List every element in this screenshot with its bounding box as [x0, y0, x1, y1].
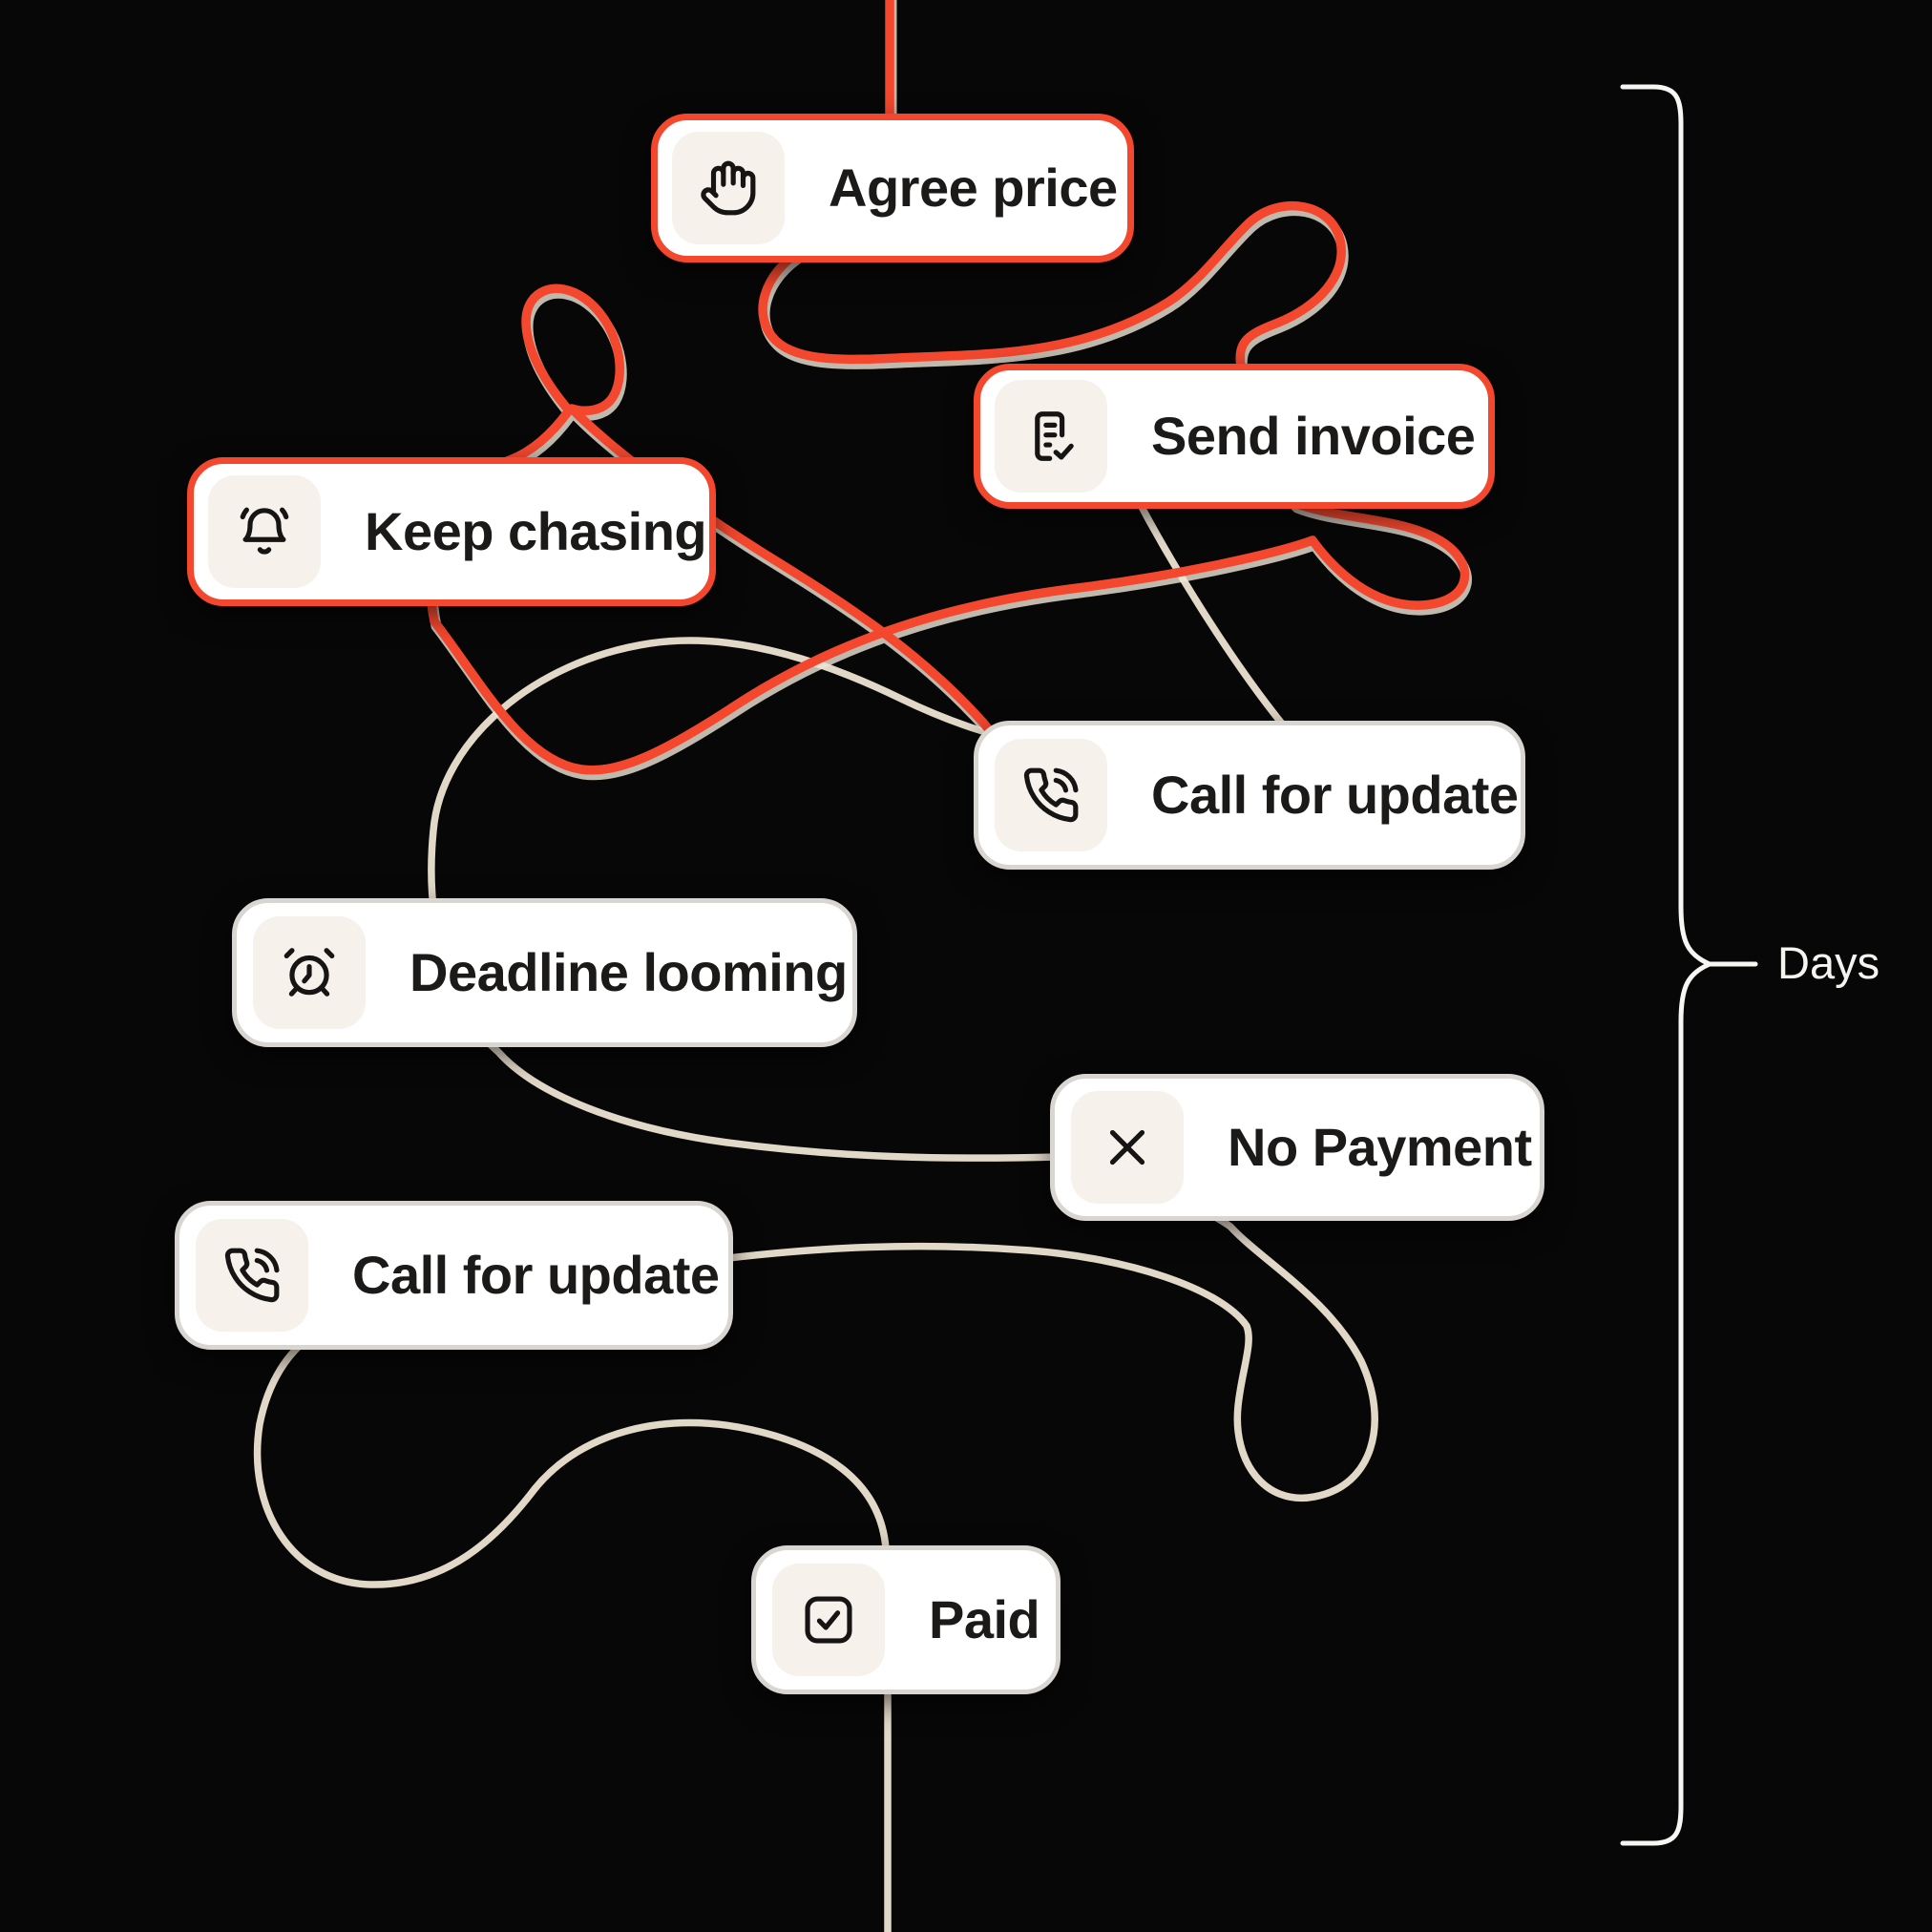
- invoice-check-icon: [995, 380, 1107, 493]
- card-call-for-update-right: Call for update: [974, 721, 1525, 870]
- card-label: Keep chasing: [365, 501, 707, 561]
- card-label: Deadline looming: [410, 942, 848, 1002]
- cream-thread-path: [253, 489, 1378, 1932]
- card-paid: Paid: [751, 1545, 1060, 1694]
- alarm-clock-icon: [253, 916, 366, 1029]
- card-agree-price: Agree price: [651, 114, 1134, 262]
- card-keep-chasing: Keep chasing: [187, 457, 716, 606]
- card-label: Send invoice: [1151, 406, 1476, 466]
- card-send-invoice: Send invoice: [974, 364, 1495, 509]
- bell-icon: [208, 475, 321, 588]
- x-icon: [1071, 1091, 1184, 1204]
- card-label: Call for update: [1151, 765, 1519, 825]
- days-bracket: [1620, 84, 1758, 1846]
- phone-call-icon: [196, 1219, 308, 1332]
- card-label: Call for update: [352, 1245, 720, 1305]
- card-no-payment: No Payment: [1050, 1074, 1544, 1221]
- red-thread-path: [426, 0, 1470, 775]
- card-label: No Payment: [1228, 1117, 1532, 1177]
- phone-call-icon: [995, 739, 1107, 851]
- card-call-for-update-left: Call for update: [175, 1201, 733, 1350]
- hand-icon: [672, 132, 785, 244]
- days-label: Days: [1777, 937, 1880, 988]
- card-label: Paid: [929, 1589, 1040, 1649]
- card-deadline-looming: Deadline looming: [232, 898, 857, 1047]
- checkbox-check-icon: [772, 1564, 885, 1676]
- card-label: Agree price: [829, 158, 1118, 218]
